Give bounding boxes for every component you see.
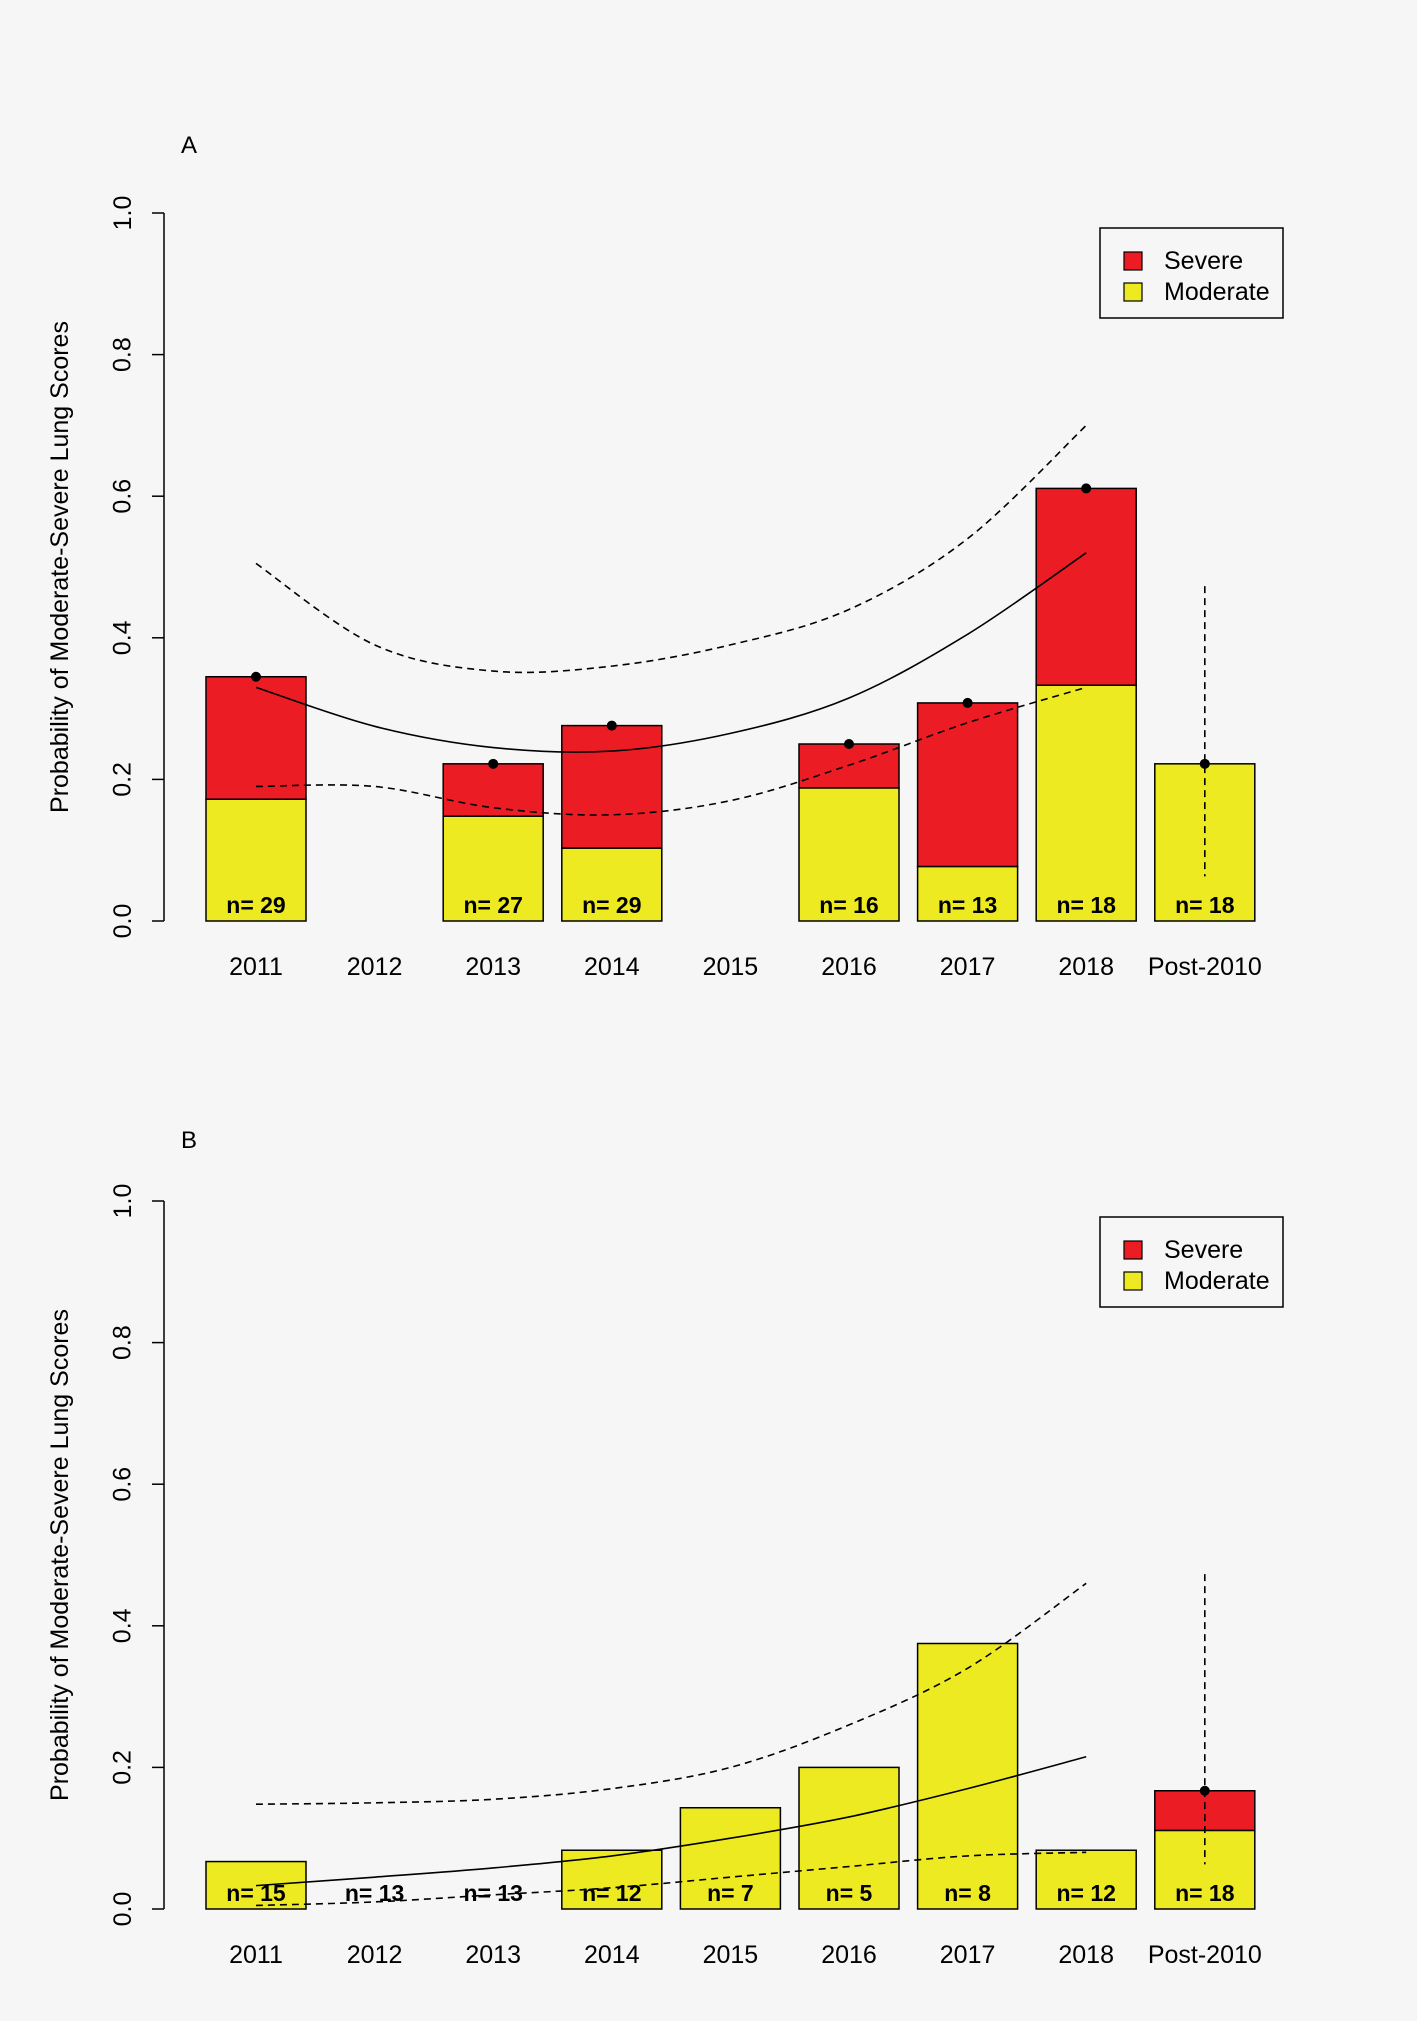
- y-tick-label: 0.2: [109, 1750, 137, 1785]
- x-tick-label: Post-2010: [1148, 1941, 1262, 1969]
- n-label: n= 8: [944, 1880, 991, 1906]
- y-tick-label: 0.6: [109, 1467, 137, 1502]
- bar-moderate: [798, 787, 900, 922]
- y-tick-label: 0.8: [109, 1325, 137, 1360]
- bar-moderate: [205, 798, 307, 922]
- n-label: n= 7: [707, 1880, 754, 1906]
- n-label: n= 27: [463, 892, 522, 918]
- bar-moderate: [798, 1766, 900, 1910]
- y-axis-label: Probability of Moderate-Severe Lung Scor…: [46, 1309, 74, 1801]
- legend: Severe Moderate: [1099, 227, 1284, 319]
- data-point: [1081, 483, 1092, 494]
- bar-moderate: [1035, 684, 1137, 922]
- fit-line: [255, 552, 1087, 753]
- y-tick-label: 0.4: [109, 620, 137, 655]
- x-tick-label: 2013: [465, 953, 521, 981]
- n-label: n= 29: [226, 892, 285, 918]
- legend-swatch-severe: [1123, 251, 1143, 271]
- data-point: [251, 671, 261, 682]
- bar-severe: [916, 702, 1019, 868]
- x-tick-label: 2013: [465, 1941, 521, 1969]
- x-tick-label: 2015: [703, 1941, 759, 1969]
- n-label: n= 12: [1056, 1880, 1115, 1906]
- n-label: n= 29: [582, 892, 641, 918]
- y-tick-label: 0.4: [109, 1608, 137, 1643]
- n-label: n= 12: [582, 1880, 641, 1906]
- bar-moderate: [1035, 1849, 1137, 1910]
- n-label: n= 5: [826, 1880, 873, 1906]
- n-label: n= 13: [938, 892, 997, 918]
- x-tick-label: 2014: [584, 953, 640, 981]
- bar-severe: [1035, 487, 1137, 686]
- x-tick-label: 2015: [703, 953, 759, 981]
- bar-severe: [442, 763, 544, 817]
- bar-severe: [1154, 1790, 1256, 1832]
- n-label: n= 16: [819, 892, 878, 918]
- data-point: [844, 739, 854, 749]
- data-point: [606, 720, 617, 731]
- fit-lower-ci: [255, 1851, 1087, 1907]
- y-tick-label: 0.0: [109, 1892, 137, 1927]
- legend-label-severe: Severe: [1164, 247, 1243, 275]
- legend-swatch-severe: [1123, 1240, 1143, 1260]
- legend-box: [1099, 1216, 1284, 1308]
- bar-moderate: [442, 815, 544, 922]
- bar-moderate: [679, 1807, 782, 1910]
- x-tick-label: 2011: [229, 1941, 283, 1969]
- x-tick-label: 2018: [1058, 1941, 1114, 1969]
- y-tick-label: 0.2: [109, 762, 137, 797]
- legend-swatch-moderate: [1123, 282, 1143, 302]
- y-tick-label: 1.0: [109, 196, 137, 231]
- data-point: [1199, 758, 1210, 769]
- y-axis-label: Probability of Moderate-Severe Lung Scor…: [46, 321, 74, 813]
- fit-line: [255, 1756, 1087, 1887]
- x-tick-label: 2017: [940, 953, 996, 981]
- n-label: n= 18: [1175, 1880, 1235, 1906]
- bar-moderate: [561, 847, 663, 922]
- x-tick-label: 2014: [584, 1941, 640, 1969]
- data-point: [488, 758, 499, 769]
- x-tick-label: 2016: [821, 1941, 877, 1969]
- legend-label-moderate: Moderate: [1164, 278, 1270, 306]
- fit-lower-ci: [255, 686, 1087, 816]
- legend-label-moderate: Moderate: [1164, 1267, 1270, 1295]
- x-tick-label: 2017: [940, 1941, 996, 1969]
- bar-severe: [205, 675, 307, 800]
- x-tick-label: Post-2010: [1148, 953, 1262, 981]
- x-tick-label: 2012: [347, 953, 403, 981]
- x-tick-label: 2018: [1058, 953, 1114, 981]
- x-tick-label: 2016: [821, 953, 877, 981]
- legend-label-severe: Severe: [1164, 1236, 1243, 1264]
- panel-label: A: [181, 132, 197, 159]
- fit-upper-ci: [255, 1582, 1087, 1806]
- x-tick-label: 2012: [347, 1941, 403, 1969]
- n-label: n= 18: [1056, 892, 1116, 918]
- data-point: [962, 697, 973, 708]
- legend-swatch-moderate: [1123, 1271, 1143, 1291]
- y-tick-label: 0.6: [109, 479, 137, 514]
- chart-panel-a: A 0.0 0.2 0.4 0.6 0.8 1.0 Probability of Modera…: [46, 132, 1284, 981]
- y-tick-label: 1.0: [109, 1184, 137, 1219]
- x-tick-label: 2011: [229, 953, 283, 981]
- y-tick-label: 0.8: [109, 337, 137, 372]
- legend-box: [1099, 227, 1284, 319]
- bar-moderate: [916, 1642, 1019, 1910]
- chart-panel-b: B 0.0 0.2 0.4 0.6 0.8 1.0 Probability of Modera…: [46, 1127, 1284, 1969]
- data-point: [1199, 1785, 1210, 1796]
- panel-label: B: [181, 1127, 197, 1154]
- bar-moderate: [916, 865, 1019, 922]
- y-tick-label: 0.0: [109, 904, 137, 939]
- legend: Severe Moderate: [1099, 1216, 1284, 1308]
- bar-severe: [561, 724, 663, 849]
- fit-upper-ci: [255, 424, 1087, 674]
- n-label: n= 18: [1175, 892, 1235, 918]
